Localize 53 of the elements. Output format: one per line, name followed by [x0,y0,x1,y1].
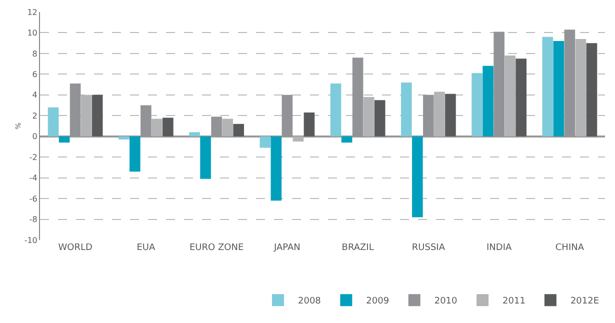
legend-label: 2008 [298,296,322,307]
y-tick-label: -4 [29,174,38,183]
bar [445,94,456,136]
bar [341,136,352,143]
bar [330,84,342,136]
bar [260,136,271,148]
bar [130,136,140,172]
bar [412,136,423,218]
bar [553,41,564,136]
x-tick-label: INDIA [486,243,512,253]
bar [92,94,103,136]
bar [542,36,554,136]
y-tick-label: -2 [29,152,38,162]
legend-label: 2012E [570,296,600,307]
bar [270,136,282,201]
bar [472,73,482,136]
bar [162,118,174,136]
x-tick-label: JAPAN [272,243,300,253]
x-tick-label: EUA [136,243,156,253]
y-tick-label: 12 [27,8,38,17]
y-tick-label: -10 [24,236,38,245]
bar [189,132,200,136]
x-tick-label: BRAZIL [342,243,374,253]
bar [48,107,59,136]
y-tick-label: 10 [27,28,38,38]
legend-label: 2011 [502,296,526,307]
bar [304,112,315,136]
y-tick-label: 0 [32,132,38,142]
bar [222,118,233,136]
bar [434,92,445,136]
bar [292,136,304,142]
bar [401,82,412,136]
y-tick-label: -8 [29,215,38,224]
bar [374,100,386,136]
bar [482,66,494,136]
x-tick-label: RUSSIA [412,243,446,253]
legend-label: 2009 [366,296,390,307]
y-tick-label: 6 [32,70,38,79]
legend-label: 2010 [434,296,458,307]
y-tick-label: 4 [32,90,38,100]
bar [152,118,162,136]
bar [516,58,526,136]
bar [58,136,70,143]
y-tick-label: -6 [29,194,38,204]
x-tick-label: CHINA [555,243,585,253]
x-tick-label: EURO ZONE [189,243,244,253]
y-tick-label: 2 [32,111,38,120]
x-tick-label: WORLD [58,243,92,253]
bar [200,136,211,179]
bar [586,43,598,136]
bar [118,136,130,140]
bar [233,124,244,136]
y-tick-label: 8 [32,49,38,58]
